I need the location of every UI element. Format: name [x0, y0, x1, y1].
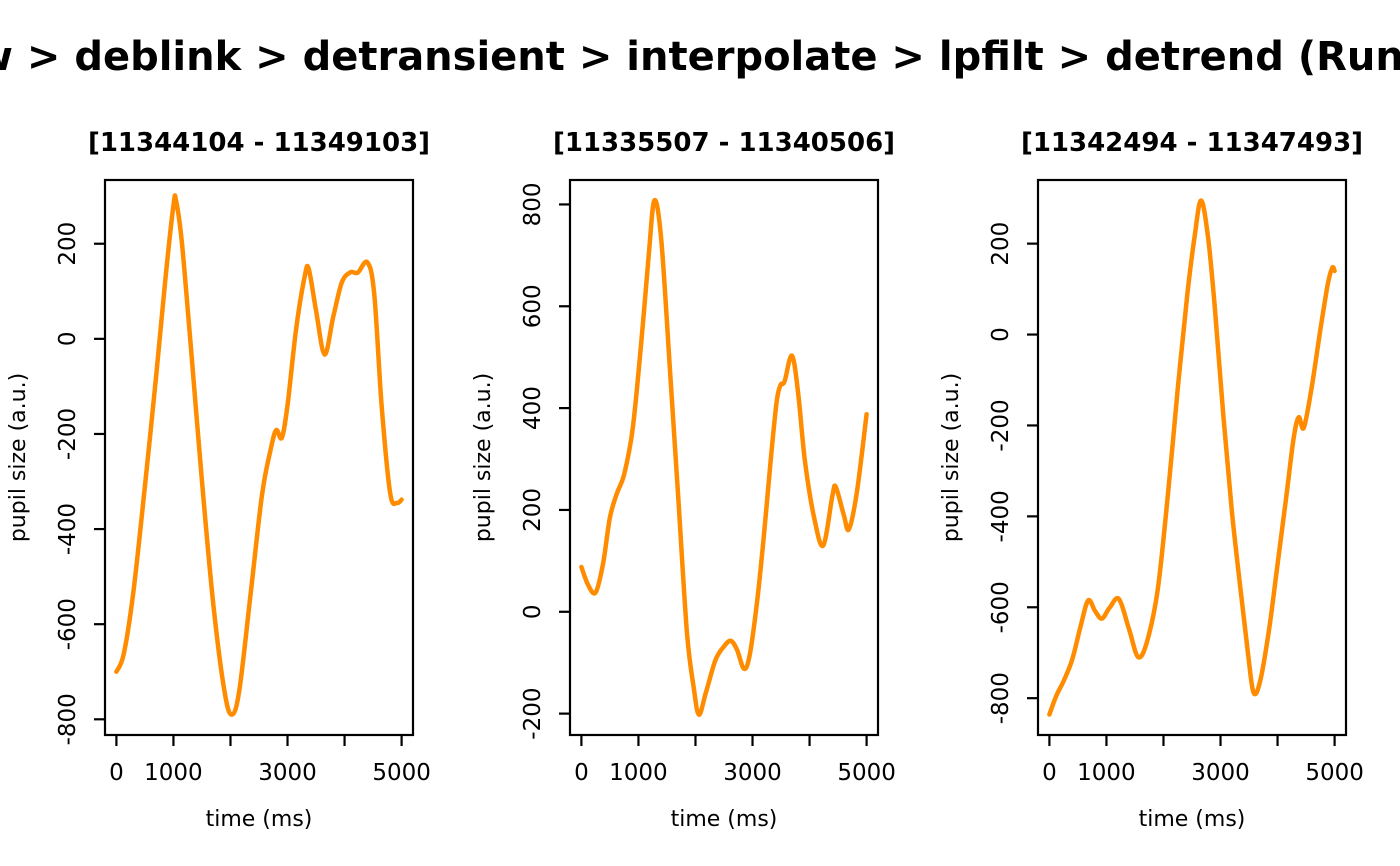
y-tick-label-3: -800	[988, 672, 1014, 724]
x-tick-label-1: 0	[109, 760, 124, 786]
y-tick-label-3: -400	[988, 490, 1014, 542]
y-tick-label-2: 800	[520, 182, 546, 226]
pupil-trace-2	[579, 197, 869, 717]
subplot-2-title: [11335507 - 11340506]	[552, 128, 896, 158]
y-tick-label-2: 600	[520, 284, 546, 328]
y-tick-label-2: 0	[520, 604, 546, 619]
y-axis-label-2: pupil size (a.u.)	[471, 373, 496, 542]
y-axis-label-3: pupil size (a.u.)	[939, 373, 964, 542]
x-axis-label-3: time (ms)	[1139, 807, 1246, 832]
y-tick-label-1: -600	[55, 598, 81, 650]
pupil-trace-3	[1047, 198, 1337, 717]
plot-box-2	[568, 178, 880, 737]
y-axis-label-1: pupil size (a.u.)	[6, 373, 31, 542]
subplot-1-title: [11344104 - 11349103]	[87, 128, 431, 158]
x-tick-label-1: 5000	[372, 760, 431, 786]
x-tick-label-1: 1000	[144, 760, 203, 786]
x-tick-label-3: 1000	[1077, 760, 1136, 786]
y-tick-label-2: -200	[520, 688, 546, 740]
x-tick-label-1: 3000	[258, 760, 317, 786]
x-axis-label-1: time (ms)	[206, 807, 313, 832]
y-tick-label-1: -800	[55, 693, 81, 745]
pupil-trace-1	[114, 193, 404, 717]
y-tick-label-2: 200	[520, 488, 546, 532]
y-tick-label-1: -200	[55, 408, 81, 460]
y-tick-label-1: -400	[55, 503, 81, 555]
x-tick-label-2: 1000	[609, 760, 668, 786]
y-tick-label-1: 200	[55, 222, 81, 266]
y-tick-label-3: -600	[988, 581, 1014, 633]
subplot-3-title: [11342494 - 11347493]	[1020, 128, 1364, 158]
x-tick-label-2: 5000	[837, 760, 896, 786]
x-tick-label-3: 3000	[1191, 760, 1250, 786]
y-tick-label-1: 0	[55, 332, 81, 347]
x-tick-label-2: 0	[574, 760, 589, 786]
x-tick-label-2: 3000	[723, 760, 782, 786]
plot-box-1	[103, 178, 415, 737]
x-tick-label-3: 0	[1042, 760, 1057, 786]
figure-title: w > deblink > detransient > interpolate …	[0, 34, 1400, 80]
y-tick-label-3: 0	[988, 327, 1014, 342]
x-tick-label-3: 5000	[1305, 760, 1364, 786]
y-tick-label-3: -200	[988, 399, 1014, 451]
x-axis-label-2: time (ms)	[671, 807, 778, 832]
y-tick-label-2: 400	[520, 386, 546, 430]
plot-box-3	[1036, 178, 1348, 737]
y-tick-label-3: 200	[988, 222, 1014, 266]
